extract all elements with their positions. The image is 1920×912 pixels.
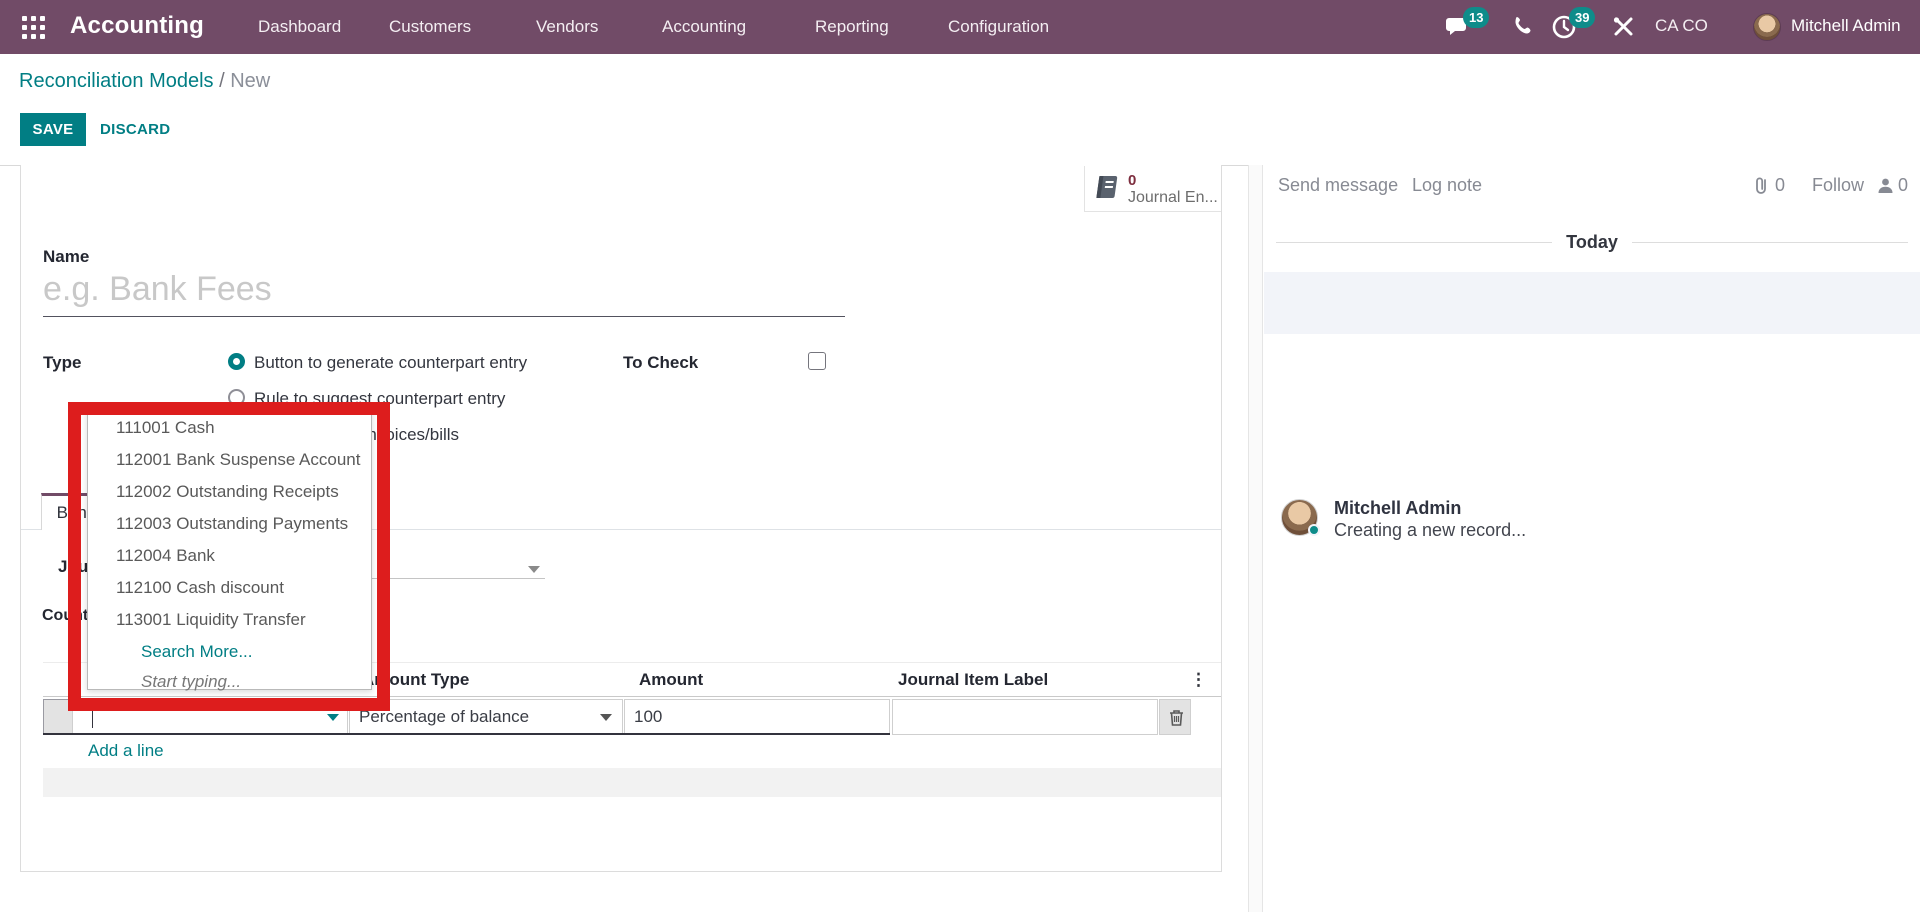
to-check-checkbox[interactable]: [808, 352, 826, 370]
dropdown-item-bank[interactable]: 112004 Bank: [116, 546, 215, 565]
dropdown-item-liquidity-transfer[interactable]: 113001 Liquidity Transfer: [116, 610, 306, 629]
text-cursor: [92, 707, 93, 728]
activities-badge: 39: [1569, 7, 1596, 28]
message-author-name: Mitchell Admin: [1334, 498, 1462, 518]
date-divider-label: Today: [1566, 232, 1618, 252]
messages-badge: 13: [1463, 7, 1490, 28]
nav-menu-configuration[interactable]: Configuration: [948, 17, 1050, 36]
breadcrumb: Reconciliation Models / New: [19, 70, 270, 93]
dropdown-item-bank-suspense[interactable]: 112001 Bank Suspense Account: [116, 450, 361, 469]
nav-menu-accounting[interactable]: Accounting: [662, 17, 747, 36]
table-top-border: [43, 662, 1221, 663]
followers-icon[interactable]: [1877, 177, 1894, 194]
chatter-message[interactable]: Mitchell Admin Creating a new record...: [1264, 272, 1920, 540]
nav-menu-vendors[interactable]: Vendors: [536, 17, 599, 36]
type-radio-rule-suggest[interactable]: [228, 389, 245, 406]
dropdown-item-cash[interactable]: 111001 Cash: [116, 418, 215, 437]
dropdown-search-more[interactable]: Search More...: [141, 642, 253, 661]
dropdown-item-outstanding-receipts[interactable]: 112002 Outstanding Receipts: [116, 482, 339, 501]
nav-menu-dashboard[interactable]: Dashboard: [258, 17, 342, 36]
journal-dropdown-caret-icon[interactable]: [528, 566, 540, 573]
nav-menu-customers[interactable]: Customers: [389, 17, 472, 36]
dropdown-start-typing: Start typing...: [141, 672, 242, 691]
messages-icon[interactable]: [1445, 14, 1471, 40]
attachment-count[interactable]: 0: [1775, 175, 1786, 195]
journal-item-label-cell-input[interactable]: [892, 699, 1158, 735]
type-radio-label-1[interactable]: Button to generate counterpart entry: [254, 353, 528, 372]
send-message-button[interactable]: Send message: [1278, 175, 1399, 195]
dropdown-item-cash-discount[interactable]: 112100 Cash discount: [116, 578, 284, 597]
date-divider: Today: [1276, 232, 1909, 253]
chatter-panel: Send message Log note 0 Follow 0 Today M…: [1264, 54, 1920, 912]
user-avatar[interactable]: [1753, 13, 1781, 41]
activities-clock-icon[interactable]: [1551, 14, 1577, 40]
phone-icon[interactable]: [1512, 15, 1538, 41]
online-status-dot: [1308, 524, 1320, 536]
row-handle-cell[interactable]: [43, 699, 73, 735]
tools-icon[interactable]: [1612, 16, 1638, 42]
paperclip-icon[interactable]: [1752, 176, 1770, 195]
discard-button[interactable]: DISCARD: [100, 113, 170, 146]
account-cell-input[interactable]: [72, 699, 348, 735]
dropdown-item-outstanding-payments[interactable]: 112003 Outstanding Payments: [116, 514, 349, 533]
table-header-border: [43, 696, 1221, 697]
type-field-label: Type: [43, 353, 82, 372]
breadcrumb-separator: /: [219, 70, 225, 92]
follow-button[interactable]: Follow: [1812, 175, 1865, 195]
delete-row-cell[interactable]: [1159, 699, 1191, 735]
add-a-line-link[interactable]: Add a line: [88, 741, 164, 760]
company-switcher[interactable]: CA CO: [1655, 16, 1708, 35]
app-title[interactable]: Accounting: [70, 12, 204, 39]
empty-row-stripe: [43, 768, 1221, 797]
name-input-underline: [43, 316, 845, 317]
active-row-border: [43, 733, 890, 735]
log-note-button[interactable]: Log note: [1412, 175, 1483, 195]
top-navbar: Accounting Dashboard Customers Vendors A…: [0, 0, 1920, 54]
journal-entries-count: 0: [1128, 172, 1137, 189]
user-menu[interactable]: Mitchell Admin: [1791, 16, 1901, 35]
save-button[interactable]: SAVE: [20, 113, 86, 146]
account-dropdown-caret-icon[interactable]: [327, 714, 339, 721]
type-radio-label-2[interactable]: Rule to suggest counterpart entry: [254, 389, 506, 408]
amount-type-cell-select[interactable]: Percentage of balance: [349, 699, 623, 735]
amount-value: 100: [634, 707, 663, 726]
nav-menu-reporting[interactable]: Reporting: [815, 17, 889, 36]
amount-type-caret-icon[interactable]: [600, 714, 612, 721]
col-header-amount[interactable]: Amount: [639, 670, 704, 689]
name-field-label: Name: [43, 247, 90, 266]
message-body: Creating a new record...: [1334, 520, 1527, 540]
journal-entries-label: Journal En...: [1128, 189, 1218, 206]
breadcrumb-parent-link[interactable]: Reconciliation Models: [19, 70, 214, 92]
to-check-label: To Check: [623, 353, 699, 372]
col-header-journal-item-label[interactable]: Journal Item Label: [898, 670, 1049, 689]
follower-count[interactable]: 0: [1898, 175, 1909, 195]
amount-cell-input[interactable]: 100: [624, 699, 890, 735]
name-input[interactable]: e.g. Bank Fees: [43, 270, 272, 308]
vertical-scrollbar[interactable]: [1248, 165, 1263, 912]
trash-icon[interactable]: [1168, 708, 1185, 727]
journal-entries-book-icon: [1092, 172, 1122, 202]
type-radio-button-counterpart[interactable]: [228, 353, 245, 370]
notebook-border: [21, 529, 1221, 530]
amount-type-value: Percentage of balance: [359, 707, 530, 726]
optional-columns-icon[interactable]: ⋮: [1190, 670, 1207, 689]
account-autocomplete-dropdown: 111001 Cash 112001 Bank Suspense Account…: [87, 409, 372, 691]
apps-menu-icon[interactable]: [22, 16, 45, 39]
col-header-amount-type[interactable]: Amount Type: [362, 670, 470, 689]
breadcrumb-current: New: [230, 70, 271, 92]
